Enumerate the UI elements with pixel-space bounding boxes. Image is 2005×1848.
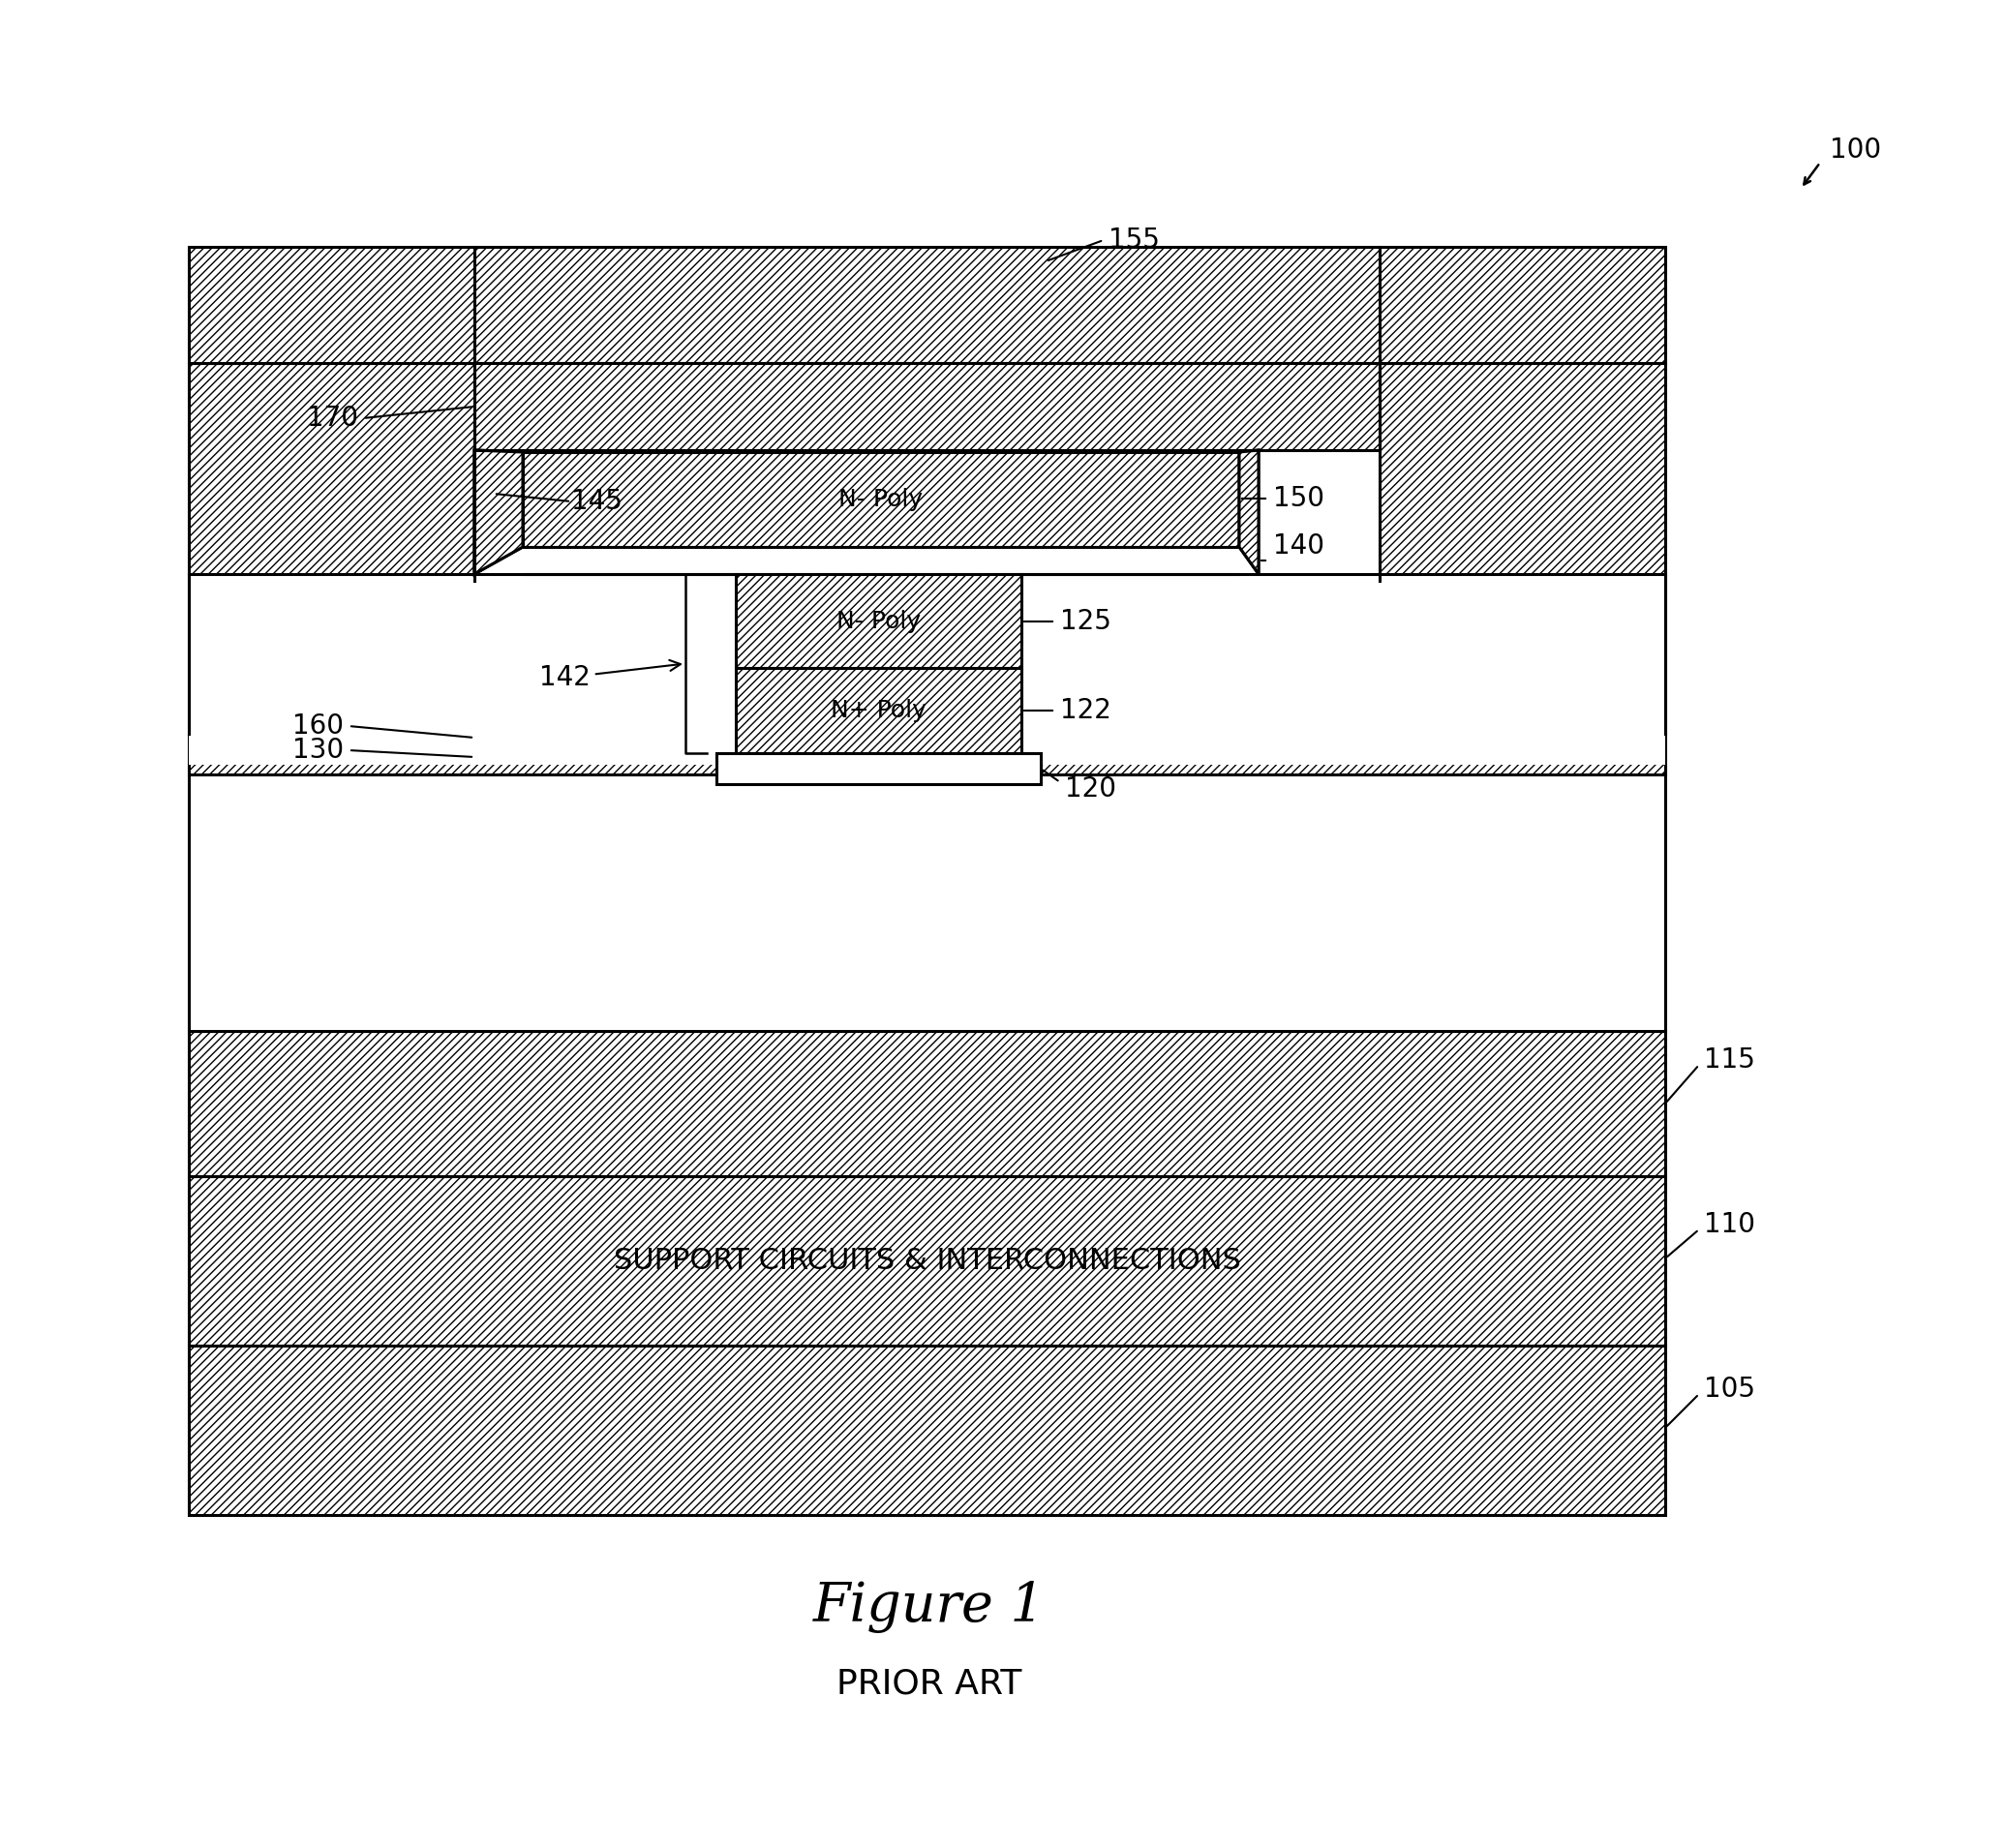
Text: N+ Poly: N+ Poly [830, 699, 926, 723]
Text: 120: 120 [1065, 776, 1117, 802]
Bar [1021, 575, 1666, 765]
Text: 142: 142 [539, 660, 680, 691]
Bar [188, 362, 475, 734]
Bar [503, 547, 1259, 575]
Bar [188, 765, 1666, 1031]
Text: 160: 160 [293, 713, 343, 739]
Text: 115: 115 [1704, 1046, 1754, 1074]
Bar [475, 451, 523, 580]
Text: 122: 122 [1061, 697, 1111, 724]
Text: N- Poly: N- Poly [836, 610, 920, 632]
Text: 130: 130 [293, 737, 343, 763]
Bar [188, 1345, 1666, 1515]
Bar [1239, 451, 1379, 580]
Bar [188, 575, 736, 765]
Bar [475, 362, 1379, 451]
Text: 140: 140 [1273, 532, 1325, 560]
Bar [1379, 362, 1666, 734]
Bar [475, 248, 1379, 362]
Polygon shape [1239, 451, 1259, 575]
Bar [1379, 248, 1666, 362]
Text: 110: 110 [1704, 1210, 1754, 1238]
Bar [716, 754, 1041, 784]
Text: 125: 125 [1061, 608, 1111, 636]
Text: 100: 100 [1831, 137, 1881, 164]
Bar [736, 667, 1021, 754]
Bar [188, 734, 1666, 774]
Polygon shape [475, 451, 523, 575]
Text: 145: 145 [571, 488, 622, 516]
Bar [523, 453, 1239, 547]
Text: Figure 1: Figure 1 [814, 1580, 1045, 1634]
Text: PRIOR ART: PRIOR ART [836, 1669, 1023, 1700]
Text: N- Poly: N- Poly [838, 488, 922, 512]
Polygon shape [475, 451, 523, 575]
Bar [188, 248, 475, 362]
Polygon shape [1239, 451, 1259, 575]
Text: 155: 155 [1109, 227, 1159, 253]
Bar [736, 575, 1021, 667]
Text: SUPPORT CIRCUITS & INTERCONNECTIONS: SUPPORT CIRCUITS & INTERCONNECTIONS [614, 1247, 1241, 1275]
Bar [188, 1031, 1666, 1175]
Text: 170: 170 [307, 405, 359, 432]
Bar [475, 451, 1379, 580]
Bar [188, 1175, 1666, 1345]
Text: 105: 105 [1704, 1375, 1754, 1403]
Text: 150: 150 [1273, 484, 1325, 512]
